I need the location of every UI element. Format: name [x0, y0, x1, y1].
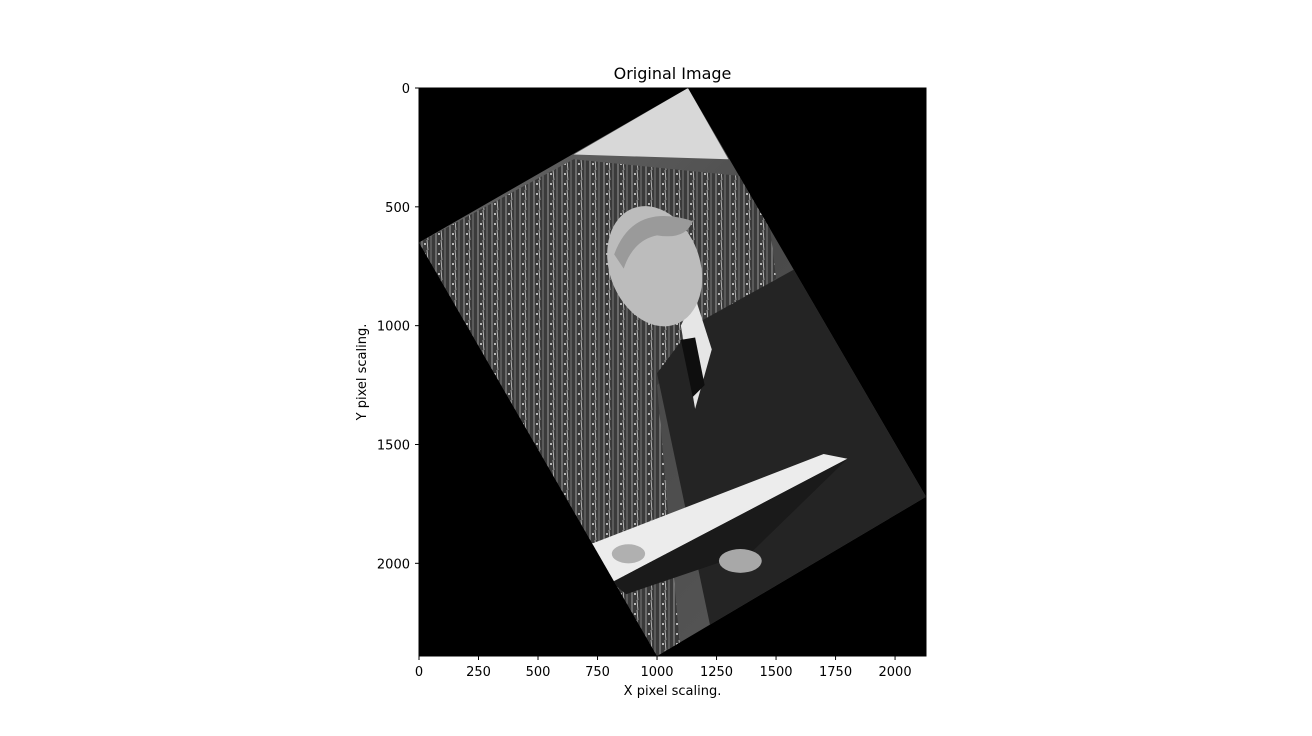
y-tick-label: 500: [385, 201, 410, 216]
x-tick-label: 500: [526, 665, 551, 680]
x-tick-label: 1000: [640, 665, 673, 680]
y-tick-label: 1000: [377, 320, 410, 335]
open-book: [590, 453, 848, 583]
x-tick-label: 1500: [759, 665, 792, 680]
x-tick-label: 0: [415, 665, 423, 680]
x-tick-label: 250: [466, 665, 491, 680]
tie: [680, 337, 705, 397]
y-tick-label: 2000: [377, 557, 410, 572]
x-tick-label: 1250: [700, 665, 733, 680]
x-axis-label: X pixel scaling.: [624, 684, 722, 699]
ceiling-light: [573, 88, 729, 160]
x-axis: 0 250 500 750 1000 1250 1500 1750 2000: [415, 656, 912, 680]
book-cover: [611, 458, 848, 595]
x-tick-label: 1750: [819, 665, 852, 680]
x-tick-label: 750: [585, 665, 610, 680]
left-hand: [611, 544, 646, 564]
y-axis: 0 500 1000 1500 2000: [377, 82, 419, 572]
x-tick-label: 2000: [879, 665, 912, 680]
rotated-photo: [419, 88, 926, 656]
y-tick-label: 1500: [377, 438, 410, 453]
chart-title: Original Image: [614, 64, 732, 83]
y-tick-label: 0: [402, 82, 410, 97]
axes-frame: [418, 87, 927, 657]
right-hand: [718, 549, 762, 573]
hair: [614, 216, 693, 269]
y-axis-label: Y pixel scaling.: [355, 324, 370, 422]
